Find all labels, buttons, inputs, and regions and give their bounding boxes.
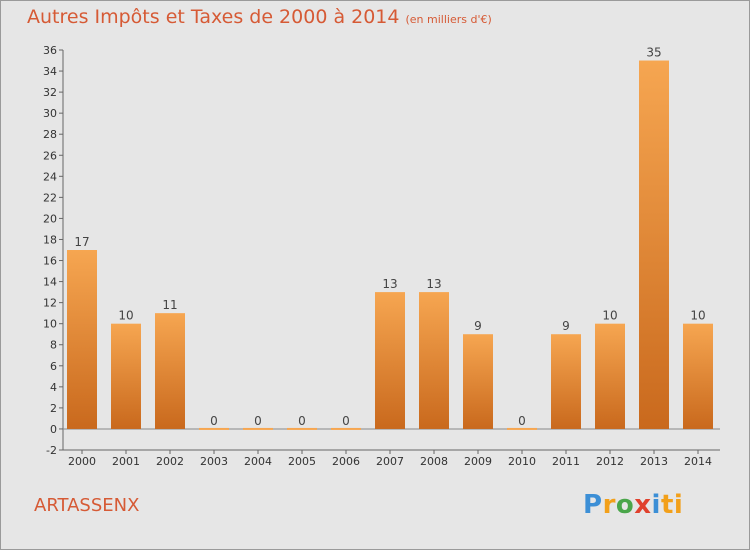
data-label: 10	[118, 309, 133, 323]
chart-bars	[67, 60, 713, 430]
x-tick-label: 2011	[552, 455, 580, 468]
y-tick-label: 34	[43, 65, 57, 78]
y-tick-label: 14	[43, 276, 57, 289]
proxiti-logo: Proxiti	[583, 490, 683, 520]
x-tick-label: 2005	[288, 455, 316, 468]
bar-2012	[595, 323, 625, 429]
x-tick-label: 2001	[112, 455, 140, 468]
y-tick-label: 12	[43, 297, 57, 310]
chart-title-main: Autres Impôts et Taxes de 2000 à 2014	[27, 6, 400, 28]
y-tick-label: 32	[43, 86, 57, 99]
bar-2010	[507, 427, 537, 430]
y-tick-label: 8	[50, 339, 57, 352]
bar-2004	[243, 427, 273, 430]
logo-letter: P	[583, 490, 603, 520]
y-tick-label: 16	[43, 255, 57, 268]
logo-letter: ti	[660, 490, 684, 520]
x-tick-label: 2012	[596, 455, 624, 468]
x-tick-label: 2013	[640, 455, 668, 468]
bar-2014	[683, 323, 713, 429]
data-label: 0	[342, 414, 350, 428]
chart-subtitle: (en milliers d'€)	[405, 13, 492, 26]
x-tick-label: 2010	[508, 455, 536, 468]
data-label: 10	[602, 309, 617, 323]
chart-title: Autres Impôts et Taxes de 2000 à 2014 (en…	[27, 6, 492, 28]
logo-letter: r	[602, 490, 616, 520]
bar-2003	[199, 427, 229, 430]
y-tick-label: 4	[50, 381, 57, 394]
data-label: 13	[426, 277, 441, 291]
data-label: 0	[254, 414, 262, 428]
logo-letter: x	[634, 490, 652, 520]
data-label: 13	[382, 277, 397, 291]
bar-2009	[463, 334, 493, 429]
x-tick-label: 2009	[464, 455, 492, 468]
chart-data-labels: 17 10 11 0 0 0 0 13 13 9 0 9 10 35 10	[74, 46, 705, 428]
x-tick-label: 2002	[156, 455, 184, 468]
data-label: 0	[518, 414, 526, 428]
x-tick-label: 2003	[200, 455, 228, 468]
bar-2005	[287, 427, 317, 430]
y-tick-label: 36	[43, 44, 57, 57]
data-label: 11	[162, 298, 177, 312]
data-label: 35	[646, 46, 661, 60]
x-tick-label: 2014	[684, 455, 712, 468]
bar-2006	[331, 427, 361, 430]
data-label: 9	[562, 319, 570, 333]
x-tick-label: 2004	[244, 455, 272, 468]
y-tick-label: 26	[43, 149, 57, 162]
y-tick-label: 0	[50, 423, 57, 436]
commune-name: ARTASSENX	[34, 495, 140, 516]
data-label: 0	[210, 414, 218, 428]
bar-2000	[67, 250, 97, 429]
logo-letter: i	[651, 490, 661, 520]
logo-letter: o	[615, 490, 635, 520]
data-label: 17	[74, 235, 89, 249]
y-tick-label: -2	[46, 444, 57, 457]
data-label: 9	[474, 319, 482, 333]
bar-2007	[375, 292, 405, 429]
bar-2001	[111, 323, 141, 429]
y-tick-label: 6	[50, 360, 57, 373]
y-tick-label: 20	[43, 212, 57, 225]
data-label: 0	[298, 414, 306, 428]
y-tick-label: 24	[43, 170, 57, 183]
y-tick-label: 10	[43, 318, 57, 331]
x-tick-label: 2008	[420, 455, 448, 468]
y-tick-label: 30	[43, 107, 57, 120]
y-tick-label: 2	[50, 402, 57, 415]
x-tick-label: 2006	[332, 455, 360, 468]
bar-2008	[419, 292, 449, 429]
x-tick-label: 2000	[68, 455, 96, 468]
data-label: 10	[690, 309, 705, 323]
x-tick-label: 2007	[376, 455, 404, 468]
bar-2011	[551, 334, 581, 429]
bar-2002	[155, 313, 185, 429]
y-tick-label: 22	[43, 191, 57, 204]
y-tick-label: 28	[43, 128, 57, 141]
y-tick-label: 18	[43, 233, 57, 246]
bar-2013	[639, 60, 669, 429]
